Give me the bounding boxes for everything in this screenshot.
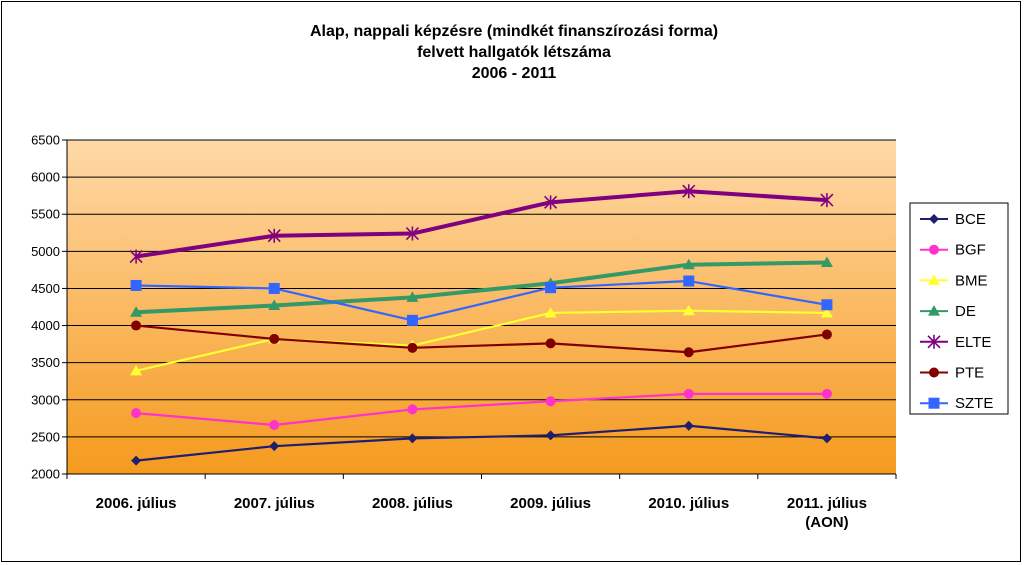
y-tick-label: 3000 bbox=[31, 392, 60, 407]
legend-label-pte: PTE bbox=[955, 365, 984, 382]
series-line-bme bbox=[135, 309, 827, 372]
data-point-elte bbox=[267, 228, 281, 243]
data-point-szte bbox=[821, 299, 833, 311]
legend-marker-pte bbox=[929, 367, 939, 378]
data-point-bme bbox=[682, 304, 695, 316]
data-point-bgf bbox=[821, 388, 832, 399]
data-point-elte bbox=[129, 249, 143, 264]
legend-box bbox=[909, 202, 1009, 415]
data-point-bce bbox=[407, 433, 418, 444]
legend-marker-bce bbox=[929, 214, 939, 224]
legend-marker-elte bbox=[927, 334, 941, 349]
data-point-elte bbox=[405, 226, 419, 241]
chart-title: Alap, nappali képzésre (mindkét finanszí… bbox=[310, 23, 718, 82]
data-point-pte bbox=[821, 329, 832, 340]
y-tick-label: 5500 bbox=[31, 207, 60, 222]
data-point-pte bbox=[131, 320, 142, 331]
series-line-pte bbox=[135, 324, 828, 354]
chart-title-line-1: Alap, nappali képzésre (mindkét finanszí… bbox=[310, 23, 718, 40]
data-point-bgf bbox=[131, 408, 142, 419]
series-pte bbox=[131, 320, 832, 358]
axes: 2000 2500 3000 3500 4000 4500 5000 5500 6000 6500… bbox=[31, 133, 897, 531]
data-point-bgf bbox=[269, 420, 280, 431]
series-line-elte bbox=[135, 189, 828, 259]
data-point-pte bbox=[545, 338, 556, 349]
series-lines bbox=[129, 184, 834, 466]
x-tick-label: 2011. július bbox=[787, 495, 867, 512]
y-tick-label: 4500 bbox=[31, 281, 60, 296]
series-elte bbox=[129, 184, 834, 264]
data-point-de bbox=[682, 258, 695, 270]
legend-marker-bme bbox=[928, 274, 940, 285]
data-point-bce bbox=[683, 420, 694, 431]
data-point-szte bbox=[683, 275, 695, 287]
legend-marker-bgf bbox=[929, 244, 939, 255]
series-szte bbox=[130, 275, 833, 326]
data-point-de bbox=[130, 306, 143, 317]
data-point-de bbox=[820, 256, 833, 267]
data-point-bme bbox=[820, 306, 833, 318]
data-point-de bbox=[268, 299, 281, 311]
data-point-szte bbox=[268, 282, 280, 294]
chart-title-line-2: felvett hallgatók létszáma bbox=[417, 44, 611, 61]
y-tick-label: 3500 bbox=[31, 355, 60, 370]
data-point-szte bbox=[545, 282, 557, 294]
series-bgf bbox=[131, 388, 832, 431]
x-tick-label: 2009. július bbox=[510, 495, 591, 512]
data-point-szte bbox=[406, 314, 418, 326]
legend: BCE BGF BME DE ELTE PTE SZTE bbox=[909, 202, 1009, 415]
data-point-bme bbox=[544, 306, 557, 318]
data-point-bgf bbox=[407, 404, 418, 415]
legend-label-de: DE bbox=[955, 303, 976, 320]
legend-marker-szte bbox=[928, 397, 940, 409]
plot-area bbox=[67, 140, 896, 474]
data-point-elte bbox=[682, 184, 696, 199]
legend-label-bme: BME bbox=[955, 272, 988, 289]
chart-title-line-3: 2006 - 2011 bbox=[472, 65, 557, 82]
legend-marker-de bbox=[928, 305, 940, 316]
data-point-bce bbox=[269, 441, 280, 452]
y-tick-label: 2500 bbox=[31, 429, 60, 444]
x-tick-label: 2010. július bbox=[648, 495, 729, 512]
series-line-szte bbox=[136, 279, 828, 322]
data-point-szte bbox=[130, 279, 142, 291]
legend-label-szte: SZTE bbox=[955, 395, 993, 412]
data-point-elte bbox=[820, 193, 834, 208]
y-tick-label: 5000 bbox=[31, 244, 60, 259]
data-point-pte bbox=[683, 347, 694, 358]
y-tick-label: 4000 bbox=[31, 318, 60, 333]
data-point-bce bbox=[131, 455, 142, 466]
y-tick-label: 6500 bbox=[31, 133, 60, 148]
data-point-de bbox=[406, 291, 419, 302]
series-line-bce bbox=[135, 424, 828, 462]
series-bce bbox=[131, 420, 832, 466]
x-tick-label: (AON) bbox=[805, 514, 848, 531]
series-line-de bbox=[135, 260, 827, 315]
data-point-pte bbox=[269, 333, 280, 344]
data-point-pte bbox=[407, 342, 418, 353]
data-point-elte bbox=[544, 195, 558, 210]
data-point-bgf bbox=[545, 396, 556, 407]
legend-label-bce: BCE bbox=[955, 211, 986, 228]
y-tick-label: 2000 bbox=[31, 467, 60, 482]
y-tick-label: 6000 bbox=[31, 170, 60, 185]
data-point-bme bbox=[130, 364, 143, 376]
data-point-bgf bbox=[683, 388, 694, 399]
legend-label-bgf: BGF bbox=[955, 242, 986, 259]
series-line-bgf bbox=[135, 392, 827, 427]
x-tick-label: 2008. július bbox=[372, 495, 453, 512]
x-tick-label: 2006. július bbox=[96, 495, 177, 512]
data-point-bce bbox=[545, 430, 556, 441]
data-point-bce bbox=[821, 433, 832, 444]
legend-label-elte: ELTE bbox=[955, 334, 991, 351]
x-tick-label: 2007. július bbox=[234, 495, 315, 512]
